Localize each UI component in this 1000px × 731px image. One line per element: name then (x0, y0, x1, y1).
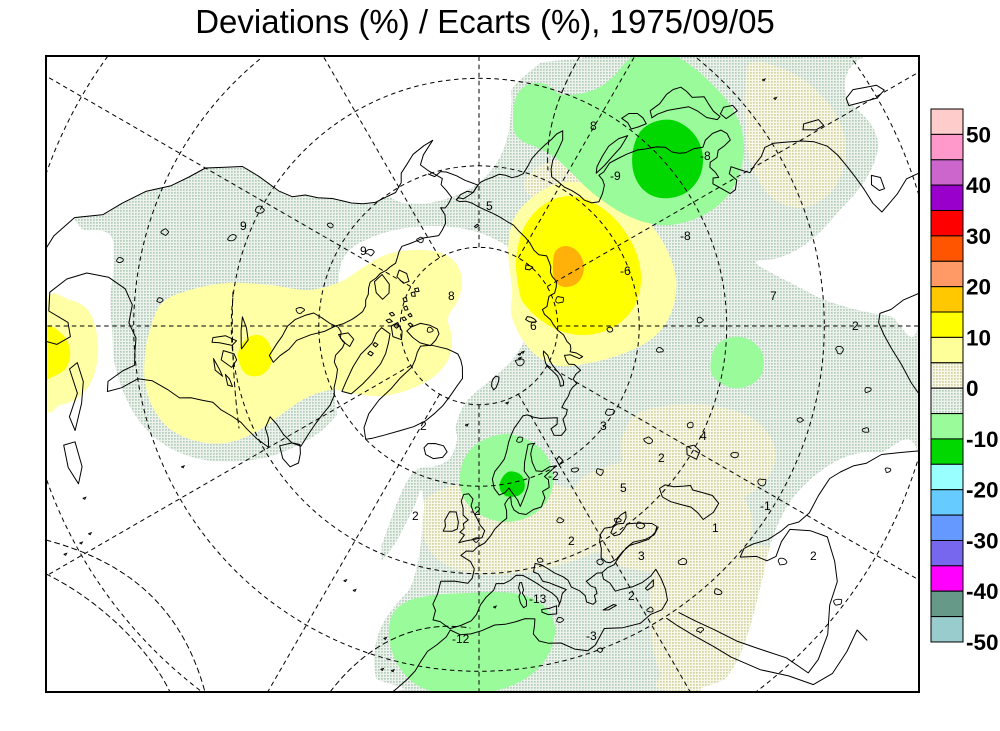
svg-text:2: 2 (628, 589, 635, 603)
svg-text:20: 20 (966, 275, 991, 300)
svg-text:5: 5 (620, 481, 627, 495)
svg-text:-2: -2 (470, 504, 481, 518)
svg-text:-13: -13 (529, 592, 547, 606)
svg-text:50: 50 (966, 122, 991, 147)
svg-text:8: 8 (448, 289, 455, 303)
svg-text:-8: -8 (700, 149, 711, 163)
svg-text:3: 3 (638, 549, 645, 563)
svg-text:-12: -12 (452, 632, 470, 646)
svg-text:-9: -9 (610, 169, 621, 183)
svg-text:-1: -1 (760, 499, 771, 513)
svg-text:5: 5 (486, 199, 493, 213)
svg-text:6: 6 (530, 319, 537, 333)
svg-text:2: 2 (412, 509, 419, 523)
svg-text:2: 2 (658, 451, 665, 465)
svg-text:2: 2 (568, 534, 575, 548)
svg-text:-40: -40 (966, 579, 999, 604)
svg-text:-2: -2 (548, 469, 559, 483)
svg-text:-10: -10 (966, 427, 999, 452)
svg-text:30: 30 (966, 224, 991, 249)
svg-text:40: 40 (966, 173, 991, 198)
svg-text:1: 1 (712, 521, 719, 535)
svg-text:9: 9 (240, 219, 247, 233)
svg-text:3: 3 (600, 419, 607, 433)
svg-text:-6: -6 (620, 264, 631, 278)
svg-text:9: 9 (360, 244, 367, 258)
svg-text:0: 0 (966, 376, 979, 401)
svg-text:2: 2 (810, 549, 817, 563)
svg-text:7: 7 (770, 289, 777, 303)
svg-text:4: 4 (700, 429, 707, 443)
svg-text:Deviations (%) / Ecarts (%), 1: Deviations (%) / Ecarts (%), 1975/09/05 (195, 3, 775, 40)
svg-text:2: 2 (420, 419, 427, 433)
svg-text:8: 8 (590, 119, 597, 133)
svg-text:2: 2 (852, 319, 859, 333)
svg-text:10: 10 (966, 325, 991, 350)
svg-text:-8: -8 (680, 229, 691, 243)
svg-text:-20: -20 (966, 478, 999, 503)
svg-text:-50: -50 (966, 630, 999, 655)
svg-text:-30: -30 (966, 529, 999, 554)
svg-text:-3: -3 (586, 629, 597, 643)
